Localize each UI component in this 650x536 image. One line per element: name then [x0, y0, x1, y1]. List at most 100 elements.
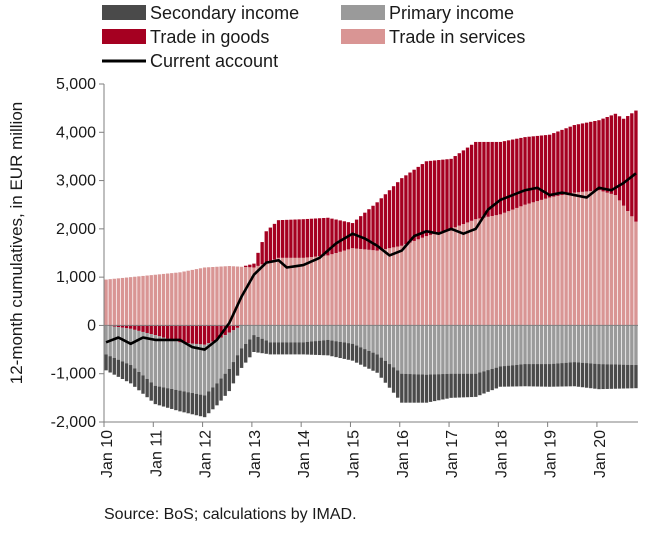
bar-trade-in-services	[428, 234, 433, 326]
bar-trade-in-goods	[465, 147, 470, 223]
bar-secondary-income	[202, 395, 207, 418]
bar-trade-in-goods	[190, 325, 194, 344]
bar-secondary-income	[239, 348, 244, 368]
bar-secondary-income	[264, 340, 268, 354]
bar-primary-income	[244, 325, 248, 344]
bar-primary-income	[527, 325, 531, 365]
bar-trade-in-services	[215, 266, 219, 326]
bar-trade-in-goods	[523, 137, 527, 205]
bar-trade-in-goods	[248, 264, 252, 268]
bar-trade-in-goods	[428, 160, 433, 235]
bar-secondary-income	[104, 354, 108, 371]
bar-trade-in-goods	[293, 219, 297, 258]
bar-primary-income	[453, 325, 457, 374]
bar-trade-in-services	[498, 214, 503, 326]
bar-primary-income	[621, 325, 626, 365]
bar-trade-in-goods	[617, 116, 622, 201]
bar-secondary-income	[223, 373, 227, 396]
bar-primary-income	[112, 326, 116, 358]
bar-trade-in-services	[338, 251, 342, 326]
bar-trade-in-goods	[580, 123, 585, 192]
bar-trade-in-services	[124, 277, 129, 326]
bar-trade-in-goods	[593, 121, 597, 191]
bar-primary-income	[256, 325, 260, 337]
bar-trade-in-services	[576, 192, 581, 326]
bar-trade-in-services	[244, 267, 248, 326]
bar-trade-in-goods	[601, 118, 605, 192]
bar-trade-in-services	[346, 249, 351, 326]
bar-trade-in-goods	[202, 325, 207, 345]
bar-primary-income	[420, 325, 425, 375]
bar-primary-income	[289, 325, 293, 343]
bar-secondary-income	[281, 342, 285, 355]
bar-trade-in-goods	[330, 218, 334, 255]
bar-secondary-income	[301, 342, 305, 355]
bar-trade-in-goods	[560, 129, 564, 196]
bar-trade-in-goods	[498, 141, 503, 215]
bar-trade-in-services	[457, 225, 461, 326]
bar-trade-in-goods	[116, 325, 121, 328]
bar-trade-in-services	[469, 220, 474, 326]
bar-trade-in-services	[552, 196, 556, 326]
bar-trade-in-goods	[572, 125, 577, 193]
bar-secondary-income	[391, 367, 396, 393]
y-axis-title: 12-month cumulatives, in EUR million	[7, 102, 26, 385]
bar-trade-in-goods	[552, 133, 556, 197]
bar-primary-income	[626, 325, 630, 365]
bar-secondary-income	[523, 364, 527, 387]
bar-trade-in-services	[133, 276, 137, 326]
bar-primary-income	[174, 341, 178, 390]
bar-trade-in-goods	[527, 136, 531, 204]
bar-trade-in-services	[285, 257, 289, 326]
bar-primary-income	[367, 325, 371, 351]
bar-secondary-income	[285, 342, 289, 355]
bar-trade-in-goods	[182, 325, 186, 343]
bar-trade-in-goods	[141, 325, 145, 332]
bar-trade-in-services	[161, 273, 166, 326]
bar-primary-income	[486, 325, 490, 371]
bar-secondary-income	[626, 364, 630, 389]
legend-label-trade-in-services: Trade in services	[389, 27, 525, 47]
y-tick-label: 4,000	[56, 124, 96, 141]
bar-primary-income	[359, 325, 363, 348]
bar-primary-income	[264, 325, 268, 341]
bar-trade-in-goods	[494, 141, 498, 216]
bar-secondary-income	[605, 364, 609, 389]
bar-primary-income	[198, 344, 203, 395]
bar-primary-income	[383, 325, 388, 361]
bar-trade-in-goods	[276, 220, 281, 258]
bar-trade-in-services	[568, 193, 572, 326]
bar-trade-in-services	[371, 250, 375, 326]
bar-trade-in-goods	[322, 217, 326, 256]
bar-trade-in-goods	[326, 217, 330, 256]
bar-trade-in-services	[219, 266, 223, 326]
bar-primary-income	[445, 325, 449, 374]
bar-trade-in-goods	[268, 227, 273, 262]
y-tick-label: 1,000	[56, 269, 96, 286]
bar-trade-in-services	[231, 266, 236, 326]
bar-primary-income	[322, 325, 326, 341]
bar-trade-in-goods	[474, 141, 478, 220]
bar-trade-in-services	[145, 275, 149, 326]
bar-trade-in-services	[486, 216, 490, 326]
bar-secondary-income	[621, 364, 626, 389]
bar-primary-income	[330, 325, 334, 341]
bar-trade-in-services	[543, 198, 548, 326]
bar-trade-in-goods	[313, 218, 318, 257]
bar-secondary-income	[424, 374, 429, 403]
bar-trade-in-services	[613, 195, 618, 326]
bar-primary-income	[461, 325, 466, 374]
bar-primary-income	[391, 325, 396, 368]
bar-primary-income	[469, 325, 474, 374]
bar-secondary-income	[129, 365, 133, 384]
bar-trade-in-services	[556, 195, 560, 326]
x-tick-label: Jan 13	[247, 430, 264, 478]
bar-primary-income	[305, 325, 310, 342]
y-axis-ticks: 5,000 4,000 3,000 2,000 1,000 0 -1,000 -2,000	[51, 76, 104, 431]
y-tick-label: -1,000	[51, 366, 96, 383]
bar-primary-income	[153, 335, 158, 386]
bar-secondary-income	[428, 374, 433, 402]
bar-trade-in-goods	[609, 115, 613, 194]
bar-trade-in-services	[170, 273, 174, 326]
